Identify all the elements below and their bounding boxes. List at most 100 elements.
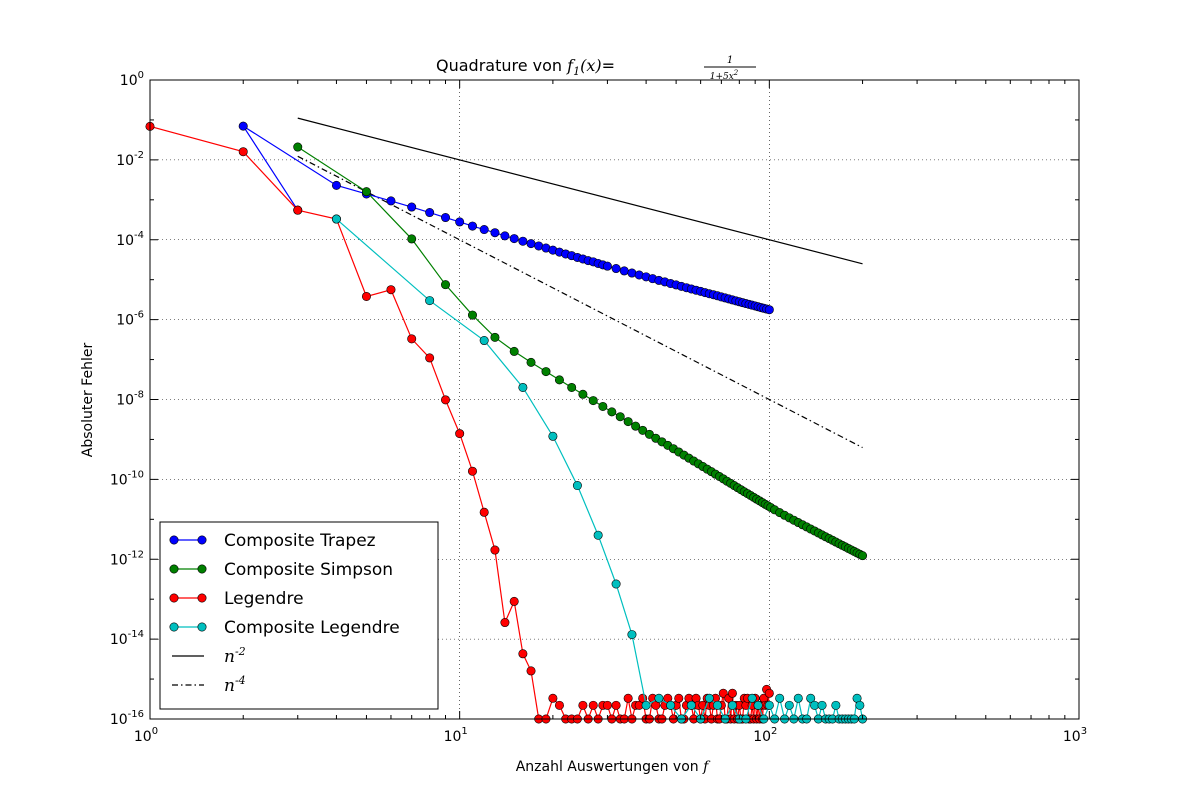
data-point <box>817 700 827 710</box>
data-point <box>793 693 803 703</box>
data-point <box>674 693 684 703</box>
data-point <box>526 357 536 367</box>
data-point <box>623 417 633 427</box>
data-point <box>615 412 625 422</box>
data-point <box>293 205 303 215</box>
data-point <box>727 700 737 710</box>
data-point <box>526 666 536 676</box>
data-point <box>704 693 714 703</box>
x-tick-label: 100 <box>134 726 158 745</box>
data-point <box>602 700 612 710</box>
data-point <box>425 353 435 363</box>
data-point <box>440 213 450 223</box>
data-point <box>386 196 396 206</box>
data-point <box>238 121 248 131</box>
legend-label: Legendre <box>224 589 304 609</box>
data-point <box>588 396 598 406</box>
data-point <box>578 700 588 710</box>
data-point <box>455 429 465 439</box>
legend-label: Composite Simpson <box>224 560 393 580</box>
data-point <box>500 231 510 241</box>
data-point <box>479 225 489 235</box>
legend-marker <box>169 535 179 545</box>
data-point <box>548 693 558 703</box>
data-point <box>578 389 588 399</box>
data-point <box>641 700 651 710</box>
data-point <box>407 334 417 344</box>
data-point <box>764 700 774 710</box>
data-point <box>631 421 641 431</box>
data-point <box>858 551 868 561</box>
data-point <box>654 693 664 703</box>
y-tick-label: 10-12 <box>110 549 144 568</box>
data-point <box>479 336 489 346</box>
data-point <box>627 630 637 640</box>
data-point <box>440 280 450 290</box>
y-tick-label: 10-10 <box>110 469 144 488</box>
data-point <box>509 234 519 244</box>
x-axis-label: Anzahl Auswertungen von f <box>516 759 711 775</box>
x-tick-label: 103 <box>1063 726 1087 745</box>
data-point <box>293 142 303 152</box>
data-point <box>806 693 816 703</box>
legend-marker <box>197 535 207 545</box>
data-point <box>775 693 785 703</box>
data-point <box>331 180 341 190</box>
data-point <box>810 700 820 710</box>
data-point <box>425 208 435 218</box>
data-point <box>831 700 841 710</box>
legend-item-composite-trapez: Composite Trapez <box>169 531 376 551</box>
data-point <box>554 700 564 710</box>
legend-item-n-4: n-4 <box>172 674 246 696</box>
y-tick-label: 10-6 <box>116 310 144 329</box>
data-point <box>407 234 417 244</box>
data-point <box>386 285 396 295</box>
data-point <box>518 236 528 246</box>
data-point <box>490 545 500 555</box>
y-tick-label: 10-4 <box>116 230 144 249</box>
data-point <box>855 700 865 710</box>
data-point <box>638 425 648 435</box>
data-point <box>518 382 528 392</box>
legend-marker <box>169 564 179 574</box>
y-tick-label: 10-8 <box>116 390 144 409</box>
legend-label: n-4 <box>224 674 246 696</box>
y-tick-label: 100 <box>120 70 144 89</box>
data-point <box>686 700 696 710</box>
legend-marker <box>197 622 207 632</box>
data-point <box>526 239 536 249</box>
data-point <box>602 261 612 271</box>
data-point <box>623 693 633 703</box>
data-point <box>727 688 737 698</box>
data-point <box>548 431 558 441</box>
axis-tick-labels: 100 101 102 103 100 10-2 10-4 10-6 10-8 10-10 10-1… <box>110 70 1087 745</box>
y-tick-label: 10-14 <box>110 629 144 648</box>
data-point <box>361 291 371 301</box>
legend-box <box>159 521 439 710</box>
data-point <box>238 147 248 157</box>
data-point <box>666 700 676 710</box>
data-point <box>361 187 371 197</box>
data-point <box>611 700 621 710</box>
data-point <box>467 310 477 320</box>
legend-label: n-2 <box>224 645 246 667</box>
data-point <box>490 228 500 238</box>
x-tick-label: 101 <box>444 726 468 745</box>
data-point <box>611 579 621 589</box>
axis-ticks <box>149 79 1080 720</box>
y-tick-label: 10-2 <box>116 150 144 169</box>
data-point <box>500 618 510 628</box>
data-point <box>440 395 450 405</box>
legend-marker <box>197 593 207 603</box>
data-point <box>572 481 582 491</box>
legend-item-composite-legendre: Composite Legendre <box>169 618 400 638</box>
y-tick-label: 10-16 <box>110 709 144 728</box>
legend: Composite Trapez Composite Simpson Legendr… <box>159 521 439 710</box>
data-point <box>554 375 564 385</box>
series-composite-simpson <box>293 142 868 561</box>
legend-item-n-2: n-2 <box>172 645 246 667</box>
data-point <box>593 530 603 540</box>
data-point <box>718 688 728 698</box>
data-point <box>509 346 519 356</box>
